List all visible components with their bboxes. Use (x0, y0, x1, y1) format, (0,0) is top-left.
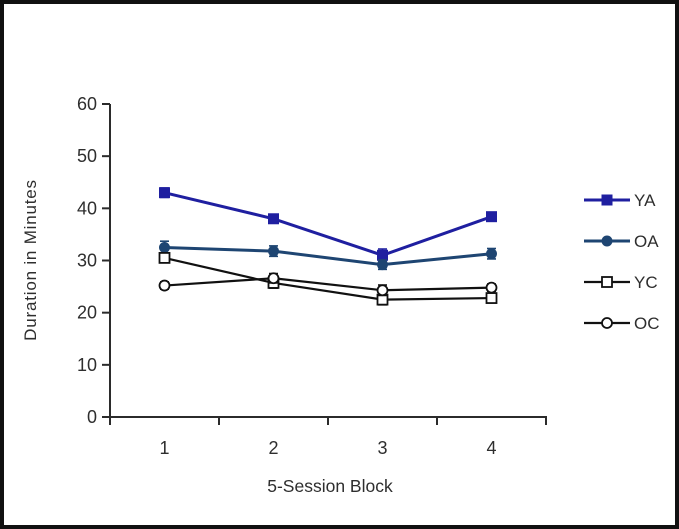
open-circle-marker (267, 272, 280, 285)
series-line (164, 277, 492, 292)
series-OA (159, 240, 497, 271)
filled-circle-marker (486, 248, 497, 260)
y-tick-label: 10 (77, 355, 97, 375)
x-tick-label: 2 (268, 438, 278, 458)
series-OC (158, 272, 498, 297)
y-tick-label: 40 (77, 198, 97, 218)
filled-square-marker (601, 194, 613, 206)
filled-circle-marker (601, 235, 613, 247)
legend-item-OA: OA (584, 232, 659, 251)
legend-item-OC: OC (584, 314, 660, 333)
legend-label: YC (634, 273, 658, 292)
open-circle-marker (158, 279, 171, 292)
legend-item-YA: YA (584, 191, 656, 210)
x-tick-label: 3 (377, 438, 387, 458)
y-tick-label: 50 (77, 146, 97, 166)
legend-label: OC (634, 314, 660, 333)
axes: 0 10 20 30 40 50 60 1 2 3 4 (77, 94, 547, 458)
series-line (164, 245, 492, 267)
series-line (164, 256, 492, 301)
legend-item-YC: YC (584, 273, 658, 292)
open-square-marker (485, 292, 498, 304)
filled-square-marker (159, 187, 170, 199)
y-tick-label: 20 (77, 303, 97, 323)
y-tick-label: 60 (77, 94, 97, 114)
legend-label: OA (634, 232, 659, 251)
y-tick-label: 0 (87, 407, 97, 427)
x-axis-title: 5-Session Block (267, 476, 393, 496)
open-square-marker (601, 276, 613, 288)
series-line (164, 191, 493, 257)
filled-circle-marker (268, 245, 279, 257)
open-circle-marker (601, 317, 613, 329)
open-circle-marker (485, 281, 498, 294)
legend: YA OA YC OC (584, 191, 660, 333)
y-axis-title: Duration in Minutes (21, 179, 40, 341)
line-chart: 0 10 20 30 40 50 60 1 2 3 4 5-Session Block Duration… (21, 94, 660, 496)
filled-circle-marker (377, 259, 388, 271)
x-tick-label: 1 (159, 438, 169, 458)
x-tick-label: 4 (486, 438, 496, 458)
filled-square-marker (268, 213, 279, 225)
open-circle-marker (376, 284, 389, 297)
filled-square-marker (377, 249, 388, 261)
y-tick-label: 30 (77, 251, 97, 271)
open-square-marker (158, 251, 171, 264)
legend-label: YA (634, 191, 656, 210)
series-YC (158, 251, 498, 306)
filled-square-marker (486, 211, 497, 223)
filled-circle-marker (159, 241, 170, 253)
